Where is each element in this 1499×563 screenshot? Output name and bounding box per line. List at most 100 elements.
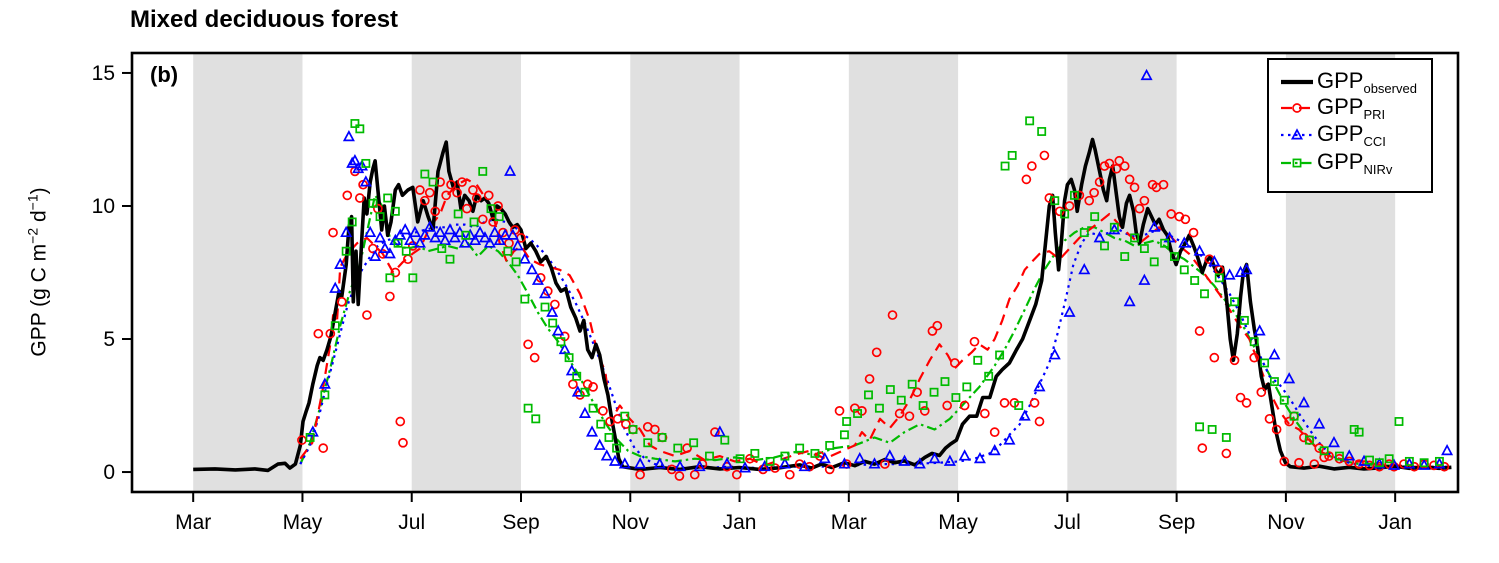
marker-square — [705, 451, 714, 461]
y-tick-label: 5 — [103, 328, 115, 351]
x-tick-label: Jan — [723, 511, 757, 534]
marker-triangle — [499, 228, 512, 240]
marker-triangle — [1253, 324, 1266, 336]
season-band — [1067, 53, 1177, 492]
marker-circle — [1299, 432, 1309, 443]
marker-circle — [1256, 387, 1267, 398]
marker-square — [864, 390, 873, 400]
marker-triangle — [1441, 443, 1454, 456]
marker-triangle — [488, 225, 501, 238]
marker-square — [885, 385, 895, 395]
marker-circle — [1439, 461, 1450, 472]
marker-circle — [457, 177, 467, 187]
marker-circle — [989, 427, 1000, 437]
marker-circle — [568, 379, 578, 390]
marker-circle — [318, 443, 329, 453]
marker-circle — [483, 190, 494, 201]
marker-triangle — [374, 231, 387, 243]
x-tick-label: Nov — [612, 511, 650, 534]
marker-square — [408, 273, 418, 283]
marker-square — [1349, 425, 1359, 434]
marker-circle — [368, 243, 378, 254]
marker-triangle — [1418, 458, 1431, 470]
marker-square — [1179, 265, 1189, 275]
marker-triangle — [571, 385, 584, 397]
marker-square — [929, 387, 939, 397]
marker-square — [1025, 116, 1035, 126]
marker-triangle — [329, 281, 342, 293]
marker-triangle — [518, 252, 531, 264]
marker-triangle — [352, 161, 365, 174]
marker-circle — [1354, 459, 1364, 469]
marker-circle — [328, 227, 338, 238]
x-tick-label: May — [938, 511, 978, 534]
marker-circle — [784, 469, 795, 480]
marker-circle — [1314, 443, 1325, 453]
marker-square — [572, 371, 582, 381]
plot-frame — [130, 51, 1460, 494]
marker-triangle — [608, 454, 621, 466]
marker-triangle — [423, 220, 436, 232]
marker-square — [853, 409, 863, 418]
marker-triangle — [318, 377, 331, 389]
marker-square — [520, 294, 530, 304]
marker-circle — [1099, 161, 1110, 171]
marker-square — [1050, 196, 1060, 206]
marker-triangle — [1208, 255, 1221, 267]
marker-square — [750, 448, 760, 458]
marker-circle — [980, 408, 990, 419]
marker-circle — [1074, 190, 1085, 201]
series-points-gpp_cci — [306, 68, 1454, 473]
marker-triangle — [943, 454, 956, 466]
marker-triangle — [634, 457, 647, 469]
marker-triangle — [369, 249, 382, 261]
marker-circle — [398, 437, 408, 448]
marker-triangle — [334, 257, 347, 269]
marker-circle — [1264, 413, 1275, 424]
y-axis-label-text: GPP (g C m — [27, 243, 51, 357]
x-tick-label: Sep — [1158, 511, 1195, 534]
y-axis-label: GPP (g C m−2 d−1) — [25, 187, 52, 356]
marker-triangle — [1313, 417, 1326, 429]
marker-circle — [1166, 209, 1177, 219]
marker-triangle — [525, 263, 538, 275]
x-tick-label: Nov — [1267, 511, 1305, 534]
marker-triangle — [1138, 273, 1151, 285]
marker-square — [657, 433, 667, 442]
marker-triangle — [1003, 433, 1016, 445]
marker-circle — [1094, 177, 1105, 187]
x-tick-label: Jul — [398, 511, 425, 534]
season-band — [848, 53, 959, 492]
marker-square — [511, 257, 521, 267]
legend-label: GPPCCI — [1317, 121, 1386, 149]
marker-circle — [1021, 174, 1032, 185]
marker-circle — [1054, 206, 1065, 217]
marker-triangle — [1148, 220, 1161, 232]
marker-square — [1279, 395, 1289, 405]
marker-square — [588, 403, 598, 413]
marker-circle — [1129, 182, 1140, 193]
marker-triangle — [552, 324, 565, 336]
x-tick-label: Mar — [175, 511, 211, 534]
marker-triangle — [693, 459, 706, 472]
marker-triangle — [1290, 128, 1304, 140]
marker-circle — [942, 400, 953, 411]
marker-triangle — [1033, 380, 1046, 392]
marker-square — [1090, 212, 1100, 222]
marker-triangle — [618, 457, 631, 469]
x-tick-label: Sep — [502, 511, 539, 534]
marker-circle — [731, 469, 742, 480]
marker-square — [445, 254, 455, 264]
marker-circle — [1292, 103, 1302, 113]
marker-triangle — [448, 231, 461, 243]
marker-triangle — [853, 451, 866, 464]
marker-triangle — [355, 159, 369, 171]
marker-circle — [395, 416, 406, 427]
marker-square — [1384, 454, 1394, 464]
marker-circle — [745, 453, 755, 464]
marker-triangle — [546, 305, 559, 317]
marker-circle — [446, 179, 456, 190]
marker-square — [580, 387, 590, 397]
marker-circle — [1084, 195, 1095, 206]
marker-triangle — [778, 457, 791, 469]
